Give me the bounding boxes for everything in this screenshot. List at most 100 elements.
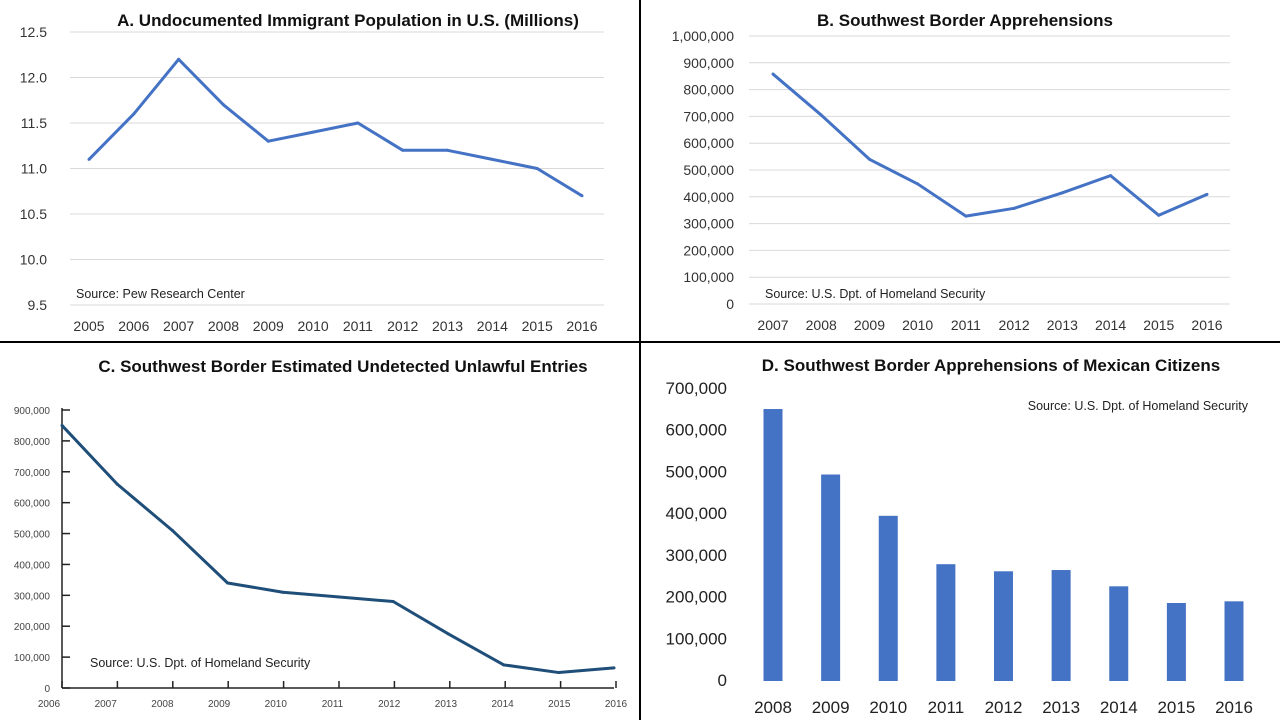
chart-b-title: B. Southwest Border Apprehensions [817,11,1113,30]
chart-d-y-tick-label: 500,000 [666,462,727,481]
chart-c-y-tick-label: 900,000 [14,406,51,417]
chart-c-title: C. Southwest Border Estimated Undetected… [98,357,587,376]
chart-d-y-tick-label: 0 [718,671,727,690]
chart-c-data-point [60,423,64,427]
chart-c-y-tick-label: 200,000 [14,622,51,633]
chart-a-x-tick-label: 2010 [298,318,329,334]
chart-a-data-point [311,130,315,134]
chart-c-x-tick-label: 2008 [151,699,174,710]
chart-b-data-point [1157,213,1161,217]
chart-d-x-tick-label: 2009 [812,698,850,717]
chart-c-source: Source: U.S. Dpt. of Homeland Security [90,656,311,670]
chart-c-y-tick-label: 600,000 [14,499,51,510]
chart-b-series-line [772,72,1208,218]
chart-d-bar [821,474,841,681]
chart-a-series-line [87,57,583,198]
chart-b-x-tick-label: 2012 [999,317,1030,333]
chart-c-x-tick-label: 2006 [38,699,61,710]
chart-b-x-tick-label: 2014 [1095,317,1126,333]
chart-a-data-point [580,194,584,198]
chart-b-y-tick-label: 0 [726,296,734,312]
chart-c-x-tick-label: 2010 [265,699,288,710]
chart-a-y-tick-label: 9.5 [28,297,48,313]
chart-d-bar [1224,601,1244,681]
chart-b-x-tick-label: 2013 [1047,317,1078,333]
chart-d: D. Southwest Border Apprehensions of Mex… [666,356,1253,717]
chart-b-x-tick-label: 2016 [1191,317,1222,333]
chart-d-bar [1051,570,1071,681]
chart-a-x-tick-label: 2015 [522,318,553,334]
chart-a-data-point [356,121,360,125]
chart-b-data-point [1205,192,1209,196]
chart-a-x-tick-label: 2006 [118,318,149,334]
chart-c-y-tick-label: 400,000 [14,560,51,571]
chart-b-x-tick-label: 2008 [806,317,837,333]
chart-a-x-tick-label: 2013 [432,318,463,334]
chart-a-data-point [535,167,539,170]
chart-a-data-point [490,157,494,161]
chart-d-bar [1166,602,1186,681]
chart-a-x-tick-label: 2011 [343,318,373,334]
chart-d-x-tick-label: 2013 [1042,698,1080,717]
chart-a-title: A. Undocumented Immigrant Population in … [117,11,579,30]
chart-d-x-tick-label: 2015 [1157,698,1195,717]
chart-d-bar [763,409,783,681]
chart-a-data-point [401,148,405,152]
chart-a-x-tick-label: 2012 [387,318,418,334]
chart-b-x-tick-label: 2010 [902,317,933,333]
chart-d-y-tick-label: 300,000 [666,546,727,565]
chart-d-y-tick-label: 600,000 [666,421,727,440]
chart-c-x-tick-label: 2015 [548,699,571,710]
chart-b-data-point [819,113,823,117]
chart-c-x-tick-label: 2016 [605,699,628,710]
chart-d-y-tick-label: 100,000 [666,629,727,648]
chart-d-y-tick-label: 700,000 [666,379,727,398]
chart-c-data-point [115,482,119,486]
chart-c-data-point [281,590,285,594]
chart-a-data-point [221,103,225,107]
chart-c: C. Southwest Border Estimated Undetected… [14,357,628,710]
chart-b-y-tick-label: 500,000 [683,162,734,178]
chart-c-x-tick-label: 2009 [208,699,231,710]
chart-a-source: Source: Pew Research Center [76,287,245,301]
chart-a-y-tick-label: 12.0 [20,70,47,86]
chart-b-x-tick-label: 2007 [757,317,788,333]
chart-a-x-tick-label: 2007 [163,318,194,334]
chart-d-bar [994,571,1013,681]
chart-a-y-tick-label: 11.5 [21,115,47,131]
chart-d-bar [878,515,898,681]
chart-d-x-tick-label: 2012 [985,698,1023,717]
chart-c-y-tick-label: 700,000 [14,468,51,479]
chart-b-data-point [771,72,775,76]
chart-b-data-point [964,214,968,218]
chart-a-data-point [266,139,270,143]
chart-a-y-tick-label: 11.0 [21,161,47,177]
chart-b-y-tick-label: 200,000 [683,242,734,258]
chart-c-y-tick-label: 100,000 [14,653,51,664]
chart-c-data-point [170,528,174,532]
chart-d-y-tick-label: 200,000 [666,588,727,607]
chart-c-x-tick-label: 2011 [322,699,344,710]
chart-b-data-point [867,157,871,161]
chart-a-x-tick-label: 2005 [73,318,104,334]
chart-a-data-point [132,112,136,116]
chart-a-x-tick-label: 2009 [253,318,284,334]
chart-c-x-tick-label: 2007 [95,699,118,710]
chart-c-y-tick-label: 0 [44,684,50,695]
chart-a-y-tick-label: 12.5 [20,24,47,40]
chart-d-x-tick-label: 2011 [928,698,965,717]
chart-c-data-point [557,671,561,675]
chart-c-y-tick-label: 800,000 [14,437,51,448]
chart-c-data-point [391,600,395,604]
chart-b-y-tick-label: 700,000 [683,108,734,124]
chart-c-data-point [336,595,340,599]
chart-c-x-tick-label: 2012 [378,699,401,710]
chart-b: B. Southwest Border Apprehensions Source… [672,11,1230,333]
chart-c-x-tick-label: 2014 [491,699,514,710]
chart-a-x-tick-label: 2014 [477,318,508,334]
chart-b-data-point [1109,174,1113,178]
chart-c-series-line [60,424,615,675]
chart-b-x-tick-label: 2015 [1143,317,1174,333]
chart-c-data-point [226,581,230,585]
